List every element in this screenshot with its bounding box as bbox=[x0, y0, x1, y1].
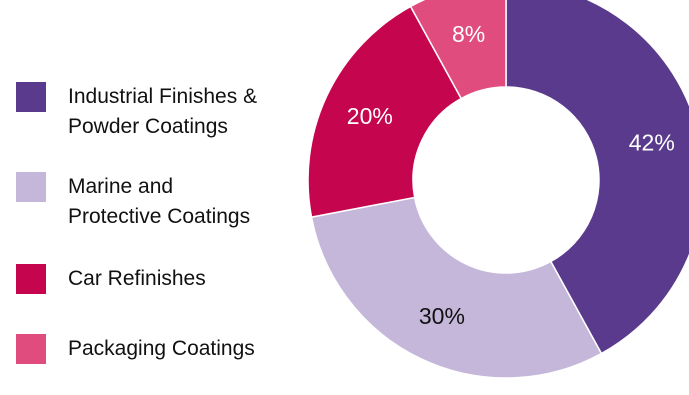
slice-industrial bbox=[505, 0, 689, 355]
slice-labels: 42% 30% 20% 8% bbox=[347, 21, 675, 329]
slice-label-marine: 30% bbox=[419, 303, 465, 329]
slice-packaging bbox=[409, 0, 507, 100]
slice-label-car-refinishes: 20% bbox=[347, 103, 393, 129]
slice-label-industrial: 42% bbox=[629, 130, 675, 156]
slice-marine bbox=[310, 196, 603, 379]
donut-slices bbox=[307, 0, 689, 379]
slice-label-packaging: 8% bbox=[452, 21, 485, 47]
slice-car-refinishes bbox=[307, 5, 463, 218]
